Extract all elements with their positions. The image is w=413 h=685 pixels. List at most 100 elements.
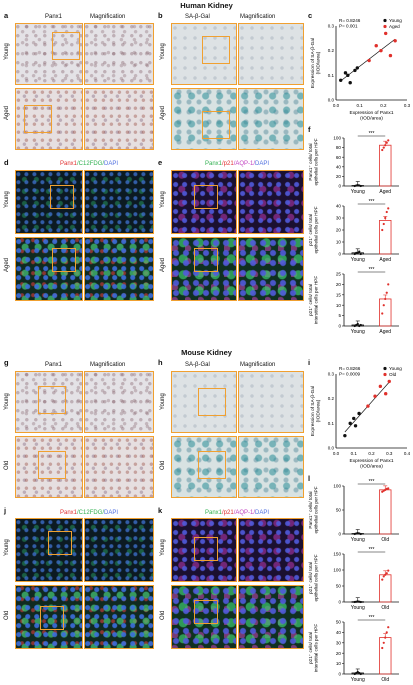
data-point: [358, 250, 361, 253]
y-tick-label: 20: [336, 228, 342, 233]
caption-h-sabgal: SA-β-Gal: [185, 362, 210, 368]
caption-g-panx1: Panx1: [45, 362, 63, 368]
caption-k-p21: /p21: [222, 510, 234, 516]
micrograph-d-aged-magnified: [84, 237, 154, 301]
zoom-box: [38, 451, 66, 479]
y-tick-label: 40: [336, 164, 342, 169]
data-point: [359, 323, 362, 327]
data-point: [378, 384, 383, 389]
significance-label: ***: [369, 267, 375, 273]
caption-e-p21: /p21: [222, 161, 234, 167]
x-tick-label: 0.4: [404, 451, 411, 456]
y-tick-label: 100: [333, 136, 341, 141]
data-point: [382, 146, 385, 149]
row-label-e-young: Young: [160, 191, 166, 208]
data-point: [353, 68, 357, 73]
data-point: [387, 626, 390, 629]
y-tick-label: 30: [336, 216, 342, 221]
data-point: [387, 379, 391, 384]
row-label-a-young: Young: [4, 43, 10, 60]
data-point: [356, 251, 359, 254]
micrograph-a-young-magnified: [84, 23, 154, 85]
y-axis-label: epithelial cells per HPF: [314, 486, 319, 533]
data-point: [384, 297, 387, 301]
data-point: [384, 144, 387, 147]
y-tick-label: 0: [338, 532, 341, 537]
y-tick-label: 20: [336, 651, 342, 656]
data-point: [352, 416, 356, 421]
row-label-h-old: Old: [160, 460, 166, 470]
micrograph-e-aged-magnified: [238, 237, 304, 301]
data-point: [385, 291, 388, 294]
panel-label-e: e: [158, 158, 163, 167]
data-point: [353, 424, 358, 428]
zoom-box: [194, 185, 218, 209]
caption-k-panx1: Panx1: [205, 510, 223, 516]
data-point: [359, 600, 362, 604]
data-point: [387, 139, 390, 142]
zoom-box: [52, 248, 76, 272]
data-point: [382, 222, 385, 226]
row-label-j-young: Young: [4, 539, 10, 556]
micrograph-h-old: [171, 436, 237, 498]
x-tick-label: Old: [381, 537, 389, 543]
micrograph-a-young: [15, 23, 83, 85]
y-tick-label: 50: [336, 584, 342, 589]
data-point: [387, 283, 390, 286]
data-point: [381, 578, 384, 581]
y-tick-label: 5: [338, 313, 341, 318]
micrograph-j-old: [15, 585, 83, 649]
y-tick-label: 0.3: [328, 372, 335, 377]
data-point: [384, 392, 388, 396]
data-point: [382, 641, 385, 644]
panel-label-k: k: [158, 506, 163, 515]
x-tick-label: 0.3: [404, 103, 411, 108]
x-tick-label: 0.2: [380, 103, 387, 108]
data-point: [359, 672, 362, 676]
x-tick-label: Young: [351, 537, 365, 543]
caption-j-dapi: DAPI: [104, 510, 119, 516]
y-tick-label: 40: [336, 204, 342, 209]
panel-label-a: a: [4, 11, 9, 20]
micrograph-g-old: [15, 436, 83, 498]
caption-b-magnification: Magnification: [240, 14, 276, 20]
data-point: [382, 304, 385, 307]
legend-marker: [383, 372, 387, 377]
legend-marker: [383, 18, 387, 23]
zoom-box: [202, 36, 230, 64]
micrograph-d-aged: [15, 237, 83, 301]
micrograph-b-young-magnified: [238, 23, 304, 85]
legend-label: Young: [389, 18, 402, 23]
y-axis-label: (IOD/area): [316, 399, 322, 422]
x-tick-label: 0.1: [351, 451, 358, 456]
micrograph-g-young-magnified: [84, 371, 154, 433]
zoom-box: [48, 531, 72, 555]
y-tick-label: 40: [336, 630, 342, 635]
caption-k-stains: Panx1/p21/AQP-1/DAPI: [205, 510, 269, 516]
micrograph-a-aged-magnified: [84, 88, 154, 150]
micrograph-j-old-magnified: [84, 585, 154, 649]
caption-h-magnification: Magnification: [240, 362, 276, 368]
caption-k-aqp1: /AQP-1/: [233, 510, 256, 516]
panel-label-i: i: [308, 358, 311, 367]
data-point: [381, 312, 384, 315]
y-axis-label: (IOD/area): [316, 51, 322, 74]
micrograph-k-young: [171, 518, 237, 582]
panel-label-g: g: [4, 358, 9, 367]
data-point: [385, 631, 388, 634]
caption-e-stains: Panx1/p21/AQP-1/DAPI: [205, 161, 269, 167]
y-axis-label: Expression of SA-β-Gal: [310, 38, 316, 88]
row-label-g-young: Young: [4, 393, 10, 410]
data-point: [359, 532, 362, 536]
row-label-k-old: Old: [160, 610, 166, 620]
micrograph-e-young-magnified: [238, 170, 304, 234]
data-point: [373, 394, 377, 398]
bar-chart-f1: 0 20 40 60 80 100 Panx1⁺ cells/ total epithelia…: [308, 131, 399, 195]
y-tick-label: 0: [338, 324, 341, 329]
micrograph-h-young: [171, 371, 237, 433]
y-tick-label: 0.1: [328, 73, 335, 78]
y-axis-label: Expression of SA-β-Gal: [310, 386, 316, 436]
caption-a-magnification: Magnification: [90, 14, 126, 20]
x-axis-label: (IOD/area): [360, 116, 383, 122]
micrograph-b-aged: [171, 88, 237, 150]
